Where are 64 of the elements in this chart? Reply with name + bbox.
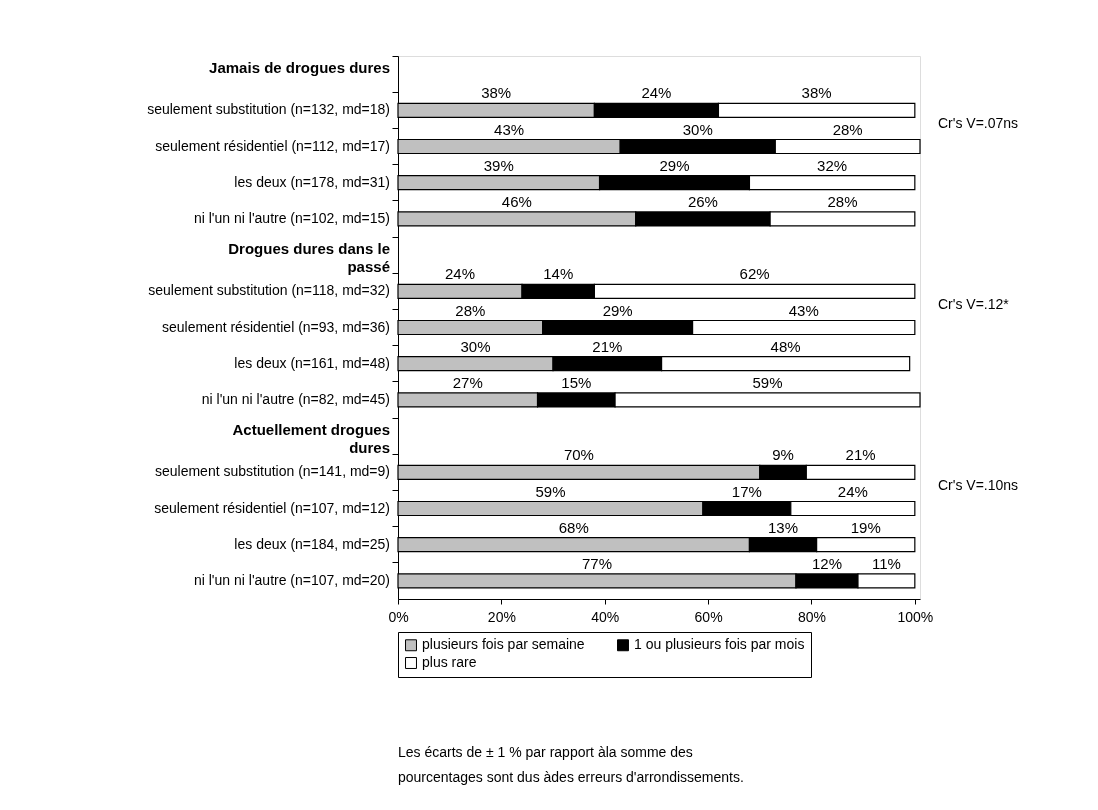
data-label: 62% [739, 265, 770, 283]
data-label: 9% [772, 446, 794, 464]
data-label: 21% [845, 446, 876, 464]
data-label: 19% [850, 518, 881, 536]
data-label: 15% [561, 373, 592, 391]
data-label: 77% [581, 554, 612, 572]
data-label: 24% [837, 482, 868, 500]
y-tick-label: les deux (n=161, md=48) [234, 354, 390, 371]
legend-label: plusieurs fois par semaine [422, 636, 585, 653]
data-label: 29% [602, 301, 633, 319]
legend-label: 1 ou plusieurs fois par mois [634, 636, 805, 653]
data-label: 24% [445, 265, 476, 283]
x-tick-label: 0% [388, 608, 409, 625]
data-label: 43% [494, 120, 525, 138]
data-label: 70% [563, 446, 594, 464]
legend-label: plus rare [422, 654, 477, 670]
x-tick-label: 40% [591, 608, 620, 625]
text: Cr's V=.07ns [938, 115, 1019, 132]
data-label: 30% [460, 337, 491, 355]
y-tick-label: ni l'un ni l'autre (n=102, md=15) [193, 209, 390, 226]
data-label: 46% [501, 192, 532, 210]
data-label: 38% [801, 84, 832, 102]
y-tick-label: ni l'un ni l'autre (n=82, md=45) [201, 390, 390, 407]
data-label: 32% [817, 156, 848, 174]
data-label: 38% [481, 84, 512, 102]
x-tick-label: 100% [897, 608, 934, 625]
data-label: 12% [811, 554, 842, 572]
y-tick-label: seulement substitution (n=132, md=18) [147, 101, 390, 118]
y-tick-label: seulement résidentiel (n=93, md=36) [161, 318, 390, 335]
y-tick-label: seulement résidentiel (n=107, md=12) [154, 499, 390, 516]
data-label: 59% [535, 482, 566, 500]
data-label: 48% [770, 337, 801, 355]
y-tick-label: les deux (n=184, md=25) [234, 535, 390, 552]
data-label: 17% [731, 482, 762, 500]
data-label: 24% [641, 84, 672, 102]
text: Cr's V=.10ns [938, 477, 1019, 494]
data-label: 68% [558, 518, 589, 536]
data-label: 43% [788, 301, 819, 319]
y-tick-label: Actuellement drogues dures [232, 421, 390, 457]
y-tick-label: les deux (n=178, md=31) [234, 173, 390, 190]
data-label: 11% [871, 554, 901, 572]
text: Les écarts de ± 1 % par rapport àla somme des pourcentages sont dus àdes erreurs d'arrondissements. [398, 744, 744, 785]
y-tick-label: Jamais de drogues dures [209, 59, 390, 77]
data-label: 27% [452, 373, 483, 391]
x-tick-label: 60% [694, 608, 723, 625]
x-tick-label: 80% [797, 608, 826, 625]
y-tick-label: Drogues dures dans le passé [228, 240, 390, 276]
data-label: 26% [687, 192, 718, 210]
data-label: 59% [752, 373, 783, 391]
data-label: 30% [682, 120, 713, 138]
y-tick-label: seulement substitution (n=141, md=9) [154, 463, 390, 480]
data-label: 28% [455, 301, 486, 319]
text: Cr's V=.12* [938, 296, 1010, 313]
data-label: 14% [543, 265, 574, 283]
data-label: 39% [483, 156, 514, 174]
y-tick-label: ni l'un ni l'autre (n=107, md=20) [193, 571, 390, 588]
data-label: 21% [592, 337, 623, 355]
data-label: 28% [827, 192, 858, 210]
x-tick-label: 20% [487, 608, 516, 625]
y-tick-label: seulement résidentiel (n=112, md=17) [155, 137, 390, 154]
data-label: 29% [659, 156, 690, 174]
data-label: 28% [832, 120, 863, 138]
y-tick-label: seulement substitution (n=118, md=32) [148, 282, 390, 299]
data-label: 13% [768, 518, 799, 536]
